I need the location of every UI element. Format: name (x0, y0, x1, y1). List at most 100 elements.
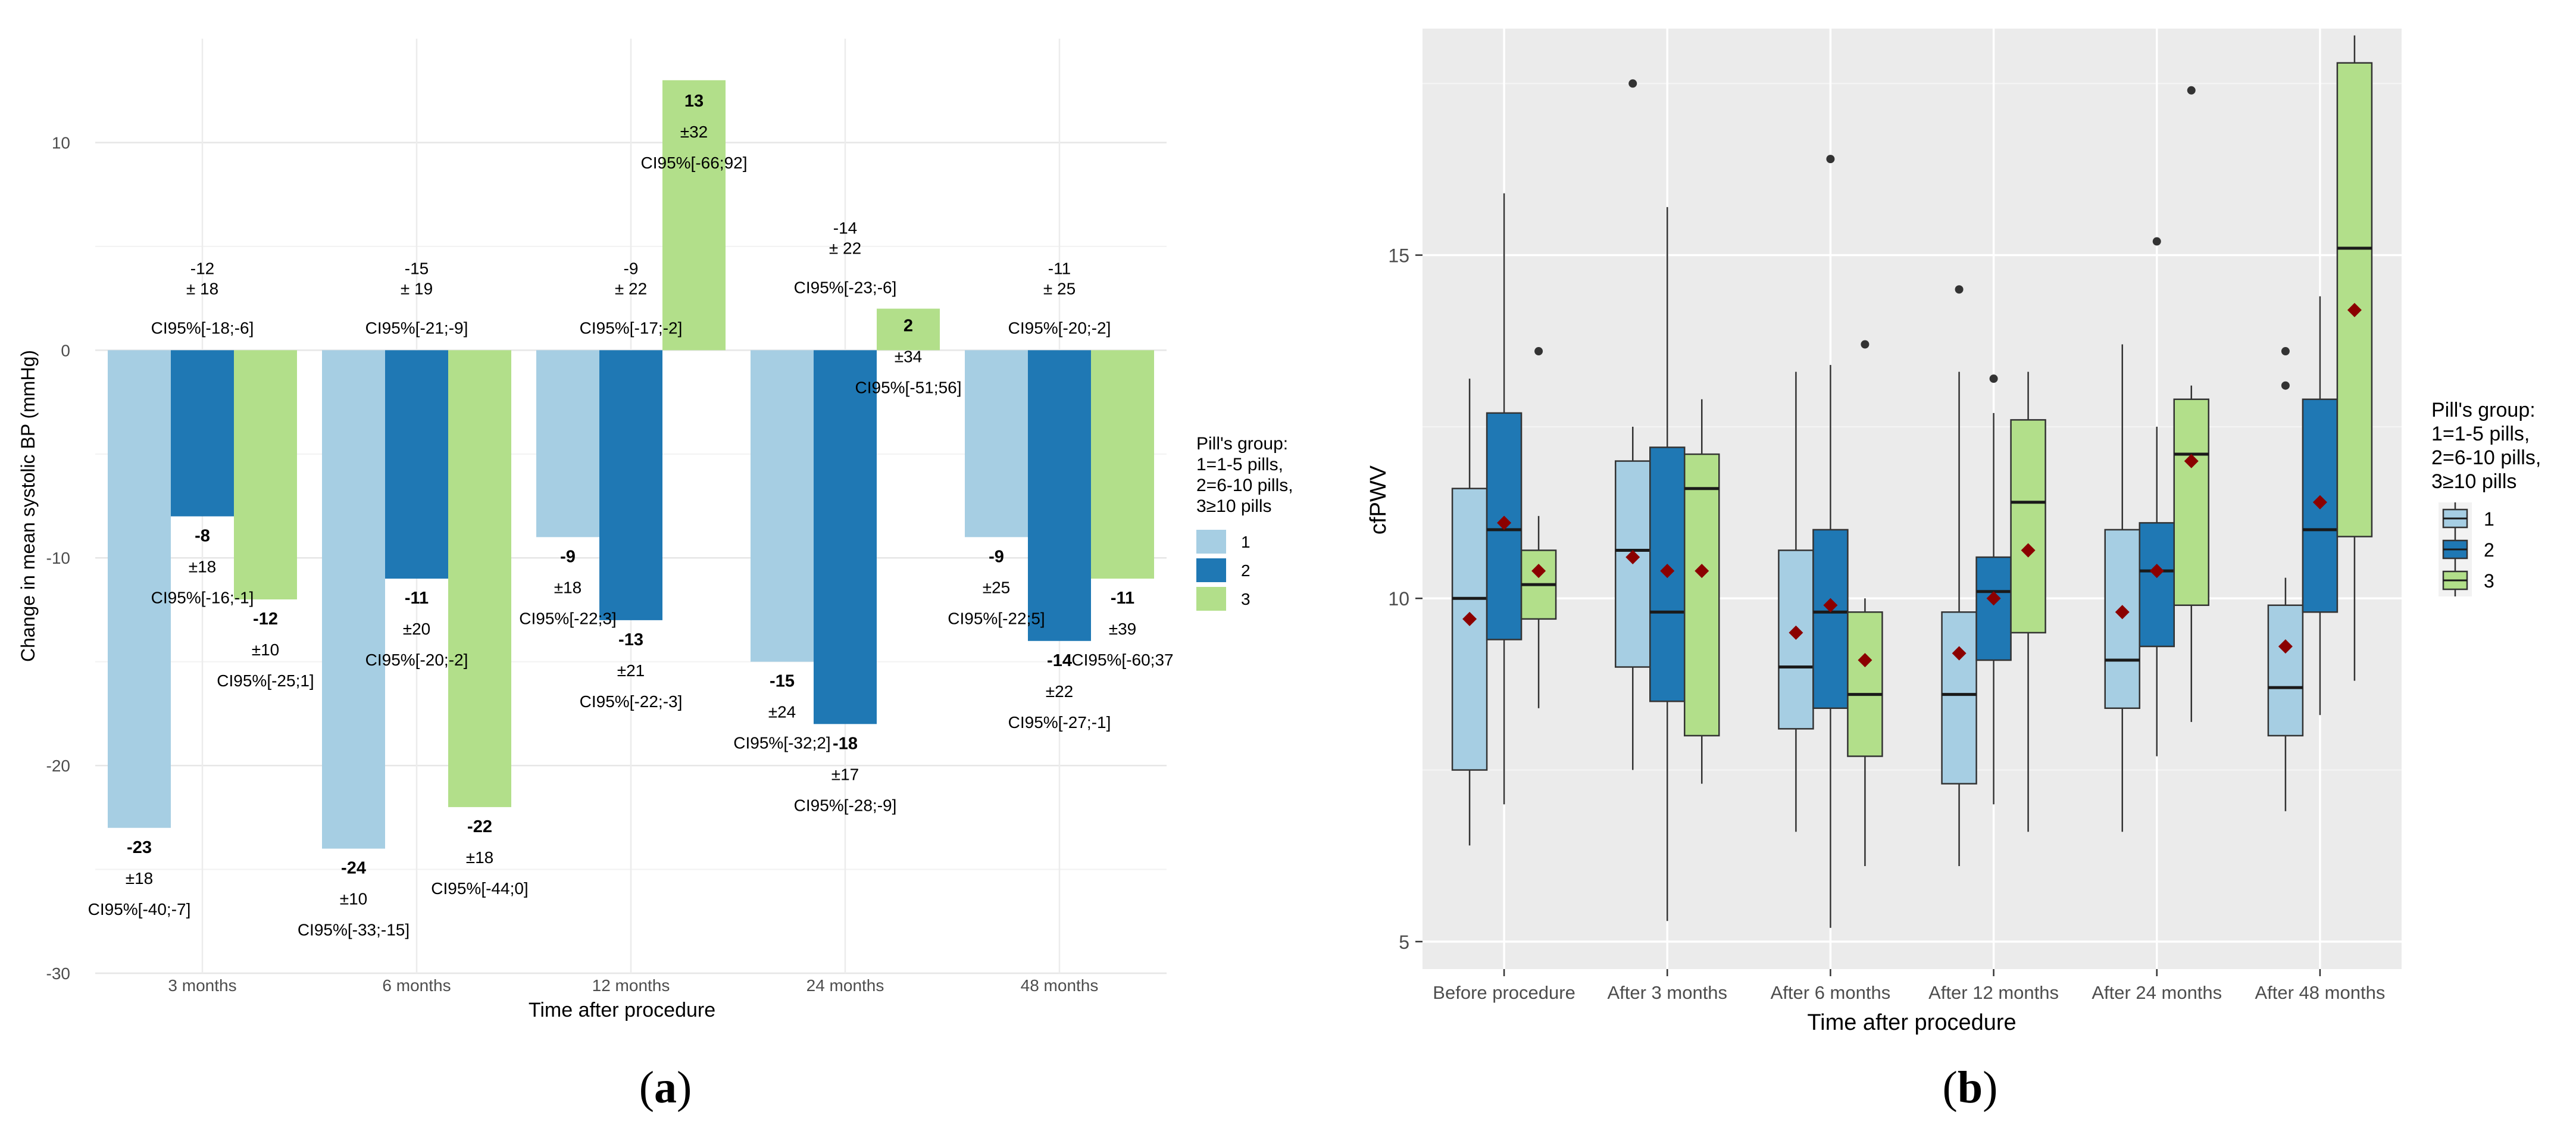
panel-a-bars (108, 80, 1154, 849)
panel-a-mean-label: -11 (405, 589, 429, 608)
panel-a-bar-group-3 (877, 308, 940, 351)
panel-b-outlier-point (2152, 237, 2161, 246)
panel-a-mean-label: -11 (1111, 589, 1134, 608)
panel-a-bar-group-3 (448, 350, 511, 807)
panel-a-letter: a (654, 1063, 677, 1113)
panel-b-legend-title: 3≥10 pills (2431, 470, 2516, 493)
panel-a-sd-label: ±39 (1109, 620, 1137, 638)
panel-a-sd-label: ±24 (768, 703, 796, 721)
panel-a-overall-ci-label: CI95%[-17;-2] (580, 318, 683, 337)
panel-a-ci-label: CI95%[-22;5] (948, 609, 1045, 627)
panel-a-mean-label: -9 (560, 547, 576, 566)
panel-a-y-tick-label: -20 (46, 757, 70, 775)
panel-a-mean-label: -18 (833, 734, 858, 753)
panel-b-x-tick-label: After 3 months (1607, 982, 1727, 1003)
panel-b-mean-marker (1625, 550, 1640, 565)
panel-b-box-group-3 (1847, 340, 1883, 867)
panel-b-mean-marker (1952, 646, 1967, 661)
panel-b-mean-marker (2149, 564, 2164, 579)
panel-b-box (2336, 62, 2373, 538)
panel-b-box-group-2 (1975, 374, 2012, 805)
panel-a-mean-label: -24 (341, 859, 366, 878)
panel-b-caption: (b) (1943, 1063, 1998, 1113)
panel-a-sd-label: ±18 (189, 557, 217, 576)
panel-b-axes: 5 10 15 Before procedure After 3 months After… (1388, 245, 2385, 1003)
panel-a-overall-mean-label: -12 (190, 259, 214, 277)
panel-a-ci-label: CI95%[-16;-1] (151, 588, 254, 607)
panel-b-box-group-2 (1812, 155, 1849, 928)
panel-b-boxes (1451, 35, 2373, 928)
panel-a-sd-label: ±20 (403, 620, 431, 638)
panel-b-box (1812, 529, 1849, 710)
panel-a-overall-mean-label: -9 (624, 259, 639, 277)
panel-b-y-tick-label: 15 (1388, 245, 1409, 267)
panel-b-box (1847, 611, 1883, 757)
panel-a-ci-label: CI95%[-28;-9] (794, 796, 897, 814)
panel-b-box-group-2 (2302, 296, 2339, 715)
panel-a-mean-label: -13 (618, 630, 643, 649)
panel-a-x-tick-label: 12 months (592, 976, 670, 995)
panel-a-ci-label: CI95%[-25;1] (217, 671, 314, 690)
panel-b-outlier-point (1989, 374, 1998, 383)
panel-b-mean-marker (2115, 605, 2130, 620)
panel-b-plot-background (1423, 29, 2402, 969)
panel-a-legend-swatch-3 (1196, 587, 1226, 611)
panel-a-bar-group-1 (536, 350, 599, 538)
panel-b-box (2010, 419, 2046, 634)
panel-b-box (1451, 488, 1488, 771)
panel-a-legend-title: 2=6-10 pills, (1196, 476, 1293, 495)
panel-a-sd-label: ±22 (1046, 682, 1074, 701)
panel-a: -23 ±18 CI95%[-40;-7] -8 ±18 CI95%[-16;-1] -12… (17, 39, 1293, 1113)
panel-b-y-tick-label: 10 (1388, 588, 1409, 610)
panel-a-mean-label: -15 (770, 672, 795, 691)
panel-a-ci-label: CI95%[-22;-3] (580, 692, 683, 711)
panel-a-sd-label: ±10 (252, 640, 280, 659)
panel-a-bar-group-2 (171, 350, 234, 517)
panel-a-bar-group-3 (662, 80, 726, 351)
panel-a-bar-group-3 (234, 350, 297, 599)
panel-a-mean-label: 2 (904, 317, 913, 336)
panel-b-mean-marker (2021, 543, 2036, 558)
panel-b-y-axis-title: cfPWV (1366, 465, 1391, 535)
panel-a-bar-group-1 (322, 350, 385, 849)
panel-a-sd-label: ±34 (895, 348, 923, 366)
panel-a-x-tick-label: 24 months (806, 976, 884, 995)
panel-a-sd-label: ±17 (831, 765, 859, 783)
panel-b-mean-marker (1823, 598, 1838, 613)
panel-b-box-group-1 (1778, 371, 1814, 832)
panel-b-mean-marker (1986, 591, 2001, 606)
panel-b-outlier-point (1826, 155, 1835, 164)
panel-a-bar-group-1 (751, 350, 814, 662)
panel-b-box-group-3 (2010, 371, 2046, 832)
panel-b-outlier-point (1955, 285, 1964, 294)
panel-b-box (1684, 453, 1720, 737)
panel-a-x-tick-label: 6 months (382, 976, 451, 995)
panel-a-overall-sd-label: ± 18 (186, 279, 218, 298)
panel-a-overall-ci-label: CI95%[-18;-6] (151, 318, 254, 337)
panel-b-x-tick-label: Before procedure (1433, 982, 1575, 1003)
panel-a-mean-label: 13 (684, 92, 704, 111)
panel-b-box-group-2 (1486, 193, 1523, 805)
panel-a-overall-ci-label: CI95%[-20;-2] (1008, 318, 1111, 337)
panel-b-box-group-2 (2139, 237, 2175, 757)
panel-b-mean-marker (1789, 625, 1803, 640)
panel-b-mean-marker (1660, 564, 1675, 579)
panel-a-bar-group-2 (599, 350, 662, 620)
panel-b-legend-title: Pill's group: (2431, 399, 2536, 421)
panel-b-x-tick-label: After 48 months (2255, 982, 2385, 1003)
panel-a-sd-label: ±10 (340, 890, 368, 908)
panel-a-bar-group-1 (965, 350, 1028, 538)
panel-b-x-axis-title: Time after procedure (1807, 1010, 2016, 1035)
panel-a-ci-label: CI95%[-32;2] (733, 734, 830, 752)
panel-a-bar-labels: -23 ±18 CI95%[-40;-7] -8 ±18 CI95%[-16;-1] -12… (88, 92, 1174, 939)
panel-a-legend-label: 1 (1241, 533, 1251, 551)
panel-b-box-group-1 (2267, 347, 2304, 811)
panel-a-y-tick-label: -30 (46, 964, 70, 983)
panel-a-bar-group-1 (108, 350, 171, 828)
panel-b-mean-marker (1497, 515, 1512, 530)
panel-a-mean-label: -23 (127, 838, 152, 857)
panel-a-axes: -30 -20 -10 0 10 3 months 6 months 12 months 24 … (46, 133, 1099, 995)
panel-b-box-group-1 (1941, 285, 1977, 867)
panel-a-sd-label: ±32 (680, 123, 708, 141)
